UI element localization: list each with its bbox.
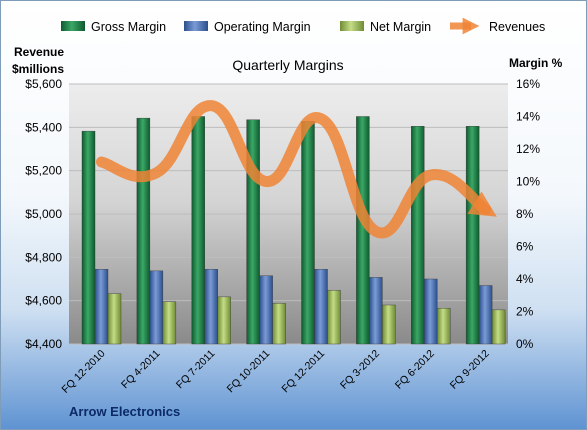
category-label-3: FQ 10-2011 <box>225 348 273 396</box>
left-axis-label-line-1: Revenue <box>14 45 64 59</box>
bar-net-margin-3[interactable] <box>272 303 286 345</box>
legend: Gross Margin Operating Margin Net Margin… <box>61 17 545 35</box>
revenues-line <box>96 100 497 239</box>
right-tick-label: 12% <box>516 142 540 156</box>
category-label-4: FQ 12-2011 <box>280 348 328 396</box>
legend-label-gross-margin: Gross Margin <box>91 20 166 34</box>
right-tick-label: 8% <box>516 207 534 221</box>
legend-label-operating-margin: Operating Margin <box>214 20 311 34</box>
category-label-0: FQ 12-2010 <box>60 348 108 396</box>
category-label-7: FQ 9-2012 <box>448 348 492 392</box>
bar-operating-margin-4[interactable] <box>314 269 328 345</box>
right-tick-label: 2% <box>516 305 534 319</box>
right-tick-label: 16% <box>516 77 540 91</box>
legend-label-net-margin: Net Margin <box>370 20 431 34</box>
category-labels: FQ 12-2010 FQ 4-2011 FQ 7-2011 FQ 10-2011 FQ… <box>60 348 492 396</box>
bar-operating-margin-0[interactable] <box>94 269 109 345</box>
legend-item-operating-margin[interactable]: Operating Margin <box>184 20 311 34</box>
bar-operating-margin-3[interactable] <box>259 275 273 345</box>
category-label-1: FQ 4-2011 <box>119 348 163 392</box>
left-tick-label: $5,000 <box>25 207 62 221</box>
left-axis-label-line-2: $millions <box>12 62 64 76</box>
left-tick-label: $4,600 <box>25 294 62 308</box>
category-label-2: FQ 7-2011 <box>174 348 218 392</box>
bar-operating-margin-7[interactable] <box>478 285 493 345</box>
right-axis-label: Margin % <box>509 56 563 70</box>
bar-net-margin-5[interactable] <box>382 304 396 345</box>
bar-gross-margin-2[interactable] <box>191 116 205 345</box>
left-axis-ticks: $4,400 $4,600 $4,800 $5,000 $5,200 $5,400 $5,6… <box>25 77 62 351</box>
bar-net-margin-6[interactable] <box>437 308 451 345</box>
bar-gross-margin-4[interactable] <box>301 121 315 345</box>
legend-swatch-net-margin <box>340 21 364 31</box>
bar-gross-margin-1[interactable] <box>136 117 151 345</box>
legend-item-revenues[interactable]: Revenues <box>450 17 545 35</box>
footer-company: Arrow Electronics <box>69 404 180 419</box>
legend-item-gross-margin[interactable]: Gross Margin <box>61 20 166 34</box>
bar-net-margin-7[interactable] <box>491 309 506 345</box>
bar-net-margin-2[interactable] <box>217 296 231 345</box>
bar-gross-margin-7[interactable] <box>465 126 480 345</box>
right-tick-label: 0% <box>516 337 534 351</box>
bar-gross-margin-6[interactable] <box>411 126 425 345</box>
category-label-6: FQ 6-2012 <box>393 348 437 392</box>
bar-operating-margin-2[interactable] <box>204 269 218 345</box>
bar-gross-margin-0[interactable] <box>81 130 96 345</box>
left-tick-label: $5,600 <box>25 77 62 91</box>
bar-net-margin-1[interactable] <box>162 301 177 345</box>
left-tick-label: $5,200 <box>25 164 62 178</box>
bar-net-margin-0[interactable] <box>107 293 122 345</box>
legend-label-revenues: Revenues <box>489 20 545 34</box>
category-label-5: FQ 3-2012 <box>338 348 382 392</box>
bar-operating-margin-5[interactable] <box>369 277 383 345</box>
right-tick-label: 10% <box>516 175 540 189</box>
bar-operating-margin-6[interactable] <box>424 278 438 345</box>
legend-swatch-gross-margin <box>61 21 85 31</box>
left-tick-label: $5,400 <box>25 120 62 134</box>
bar-net-margin-4[interactable] <box>327 290 341 345</box>
right-tick-label: 6% <box>516 240 534 254</box>
right-axis-ticks: 0% 2% 4% 6% 8% 10% 12% 14% 16% <box>516 77 540 351</box>
left-tick-label: $4,400 <box>25 337 62 351</box>
right-tick-label: 4% <box>516 272 534 286</box>
legend-swatch-operating-margin <box>184 21 208 31</box>
revenues-line-path[interactable] <box>96 100 497 239</box>
chart-title: Quarterly Margins <box>232 57 343 73</box>
left-tick-label: $4,800 <box>25 250 62 264</box>
right-tick-label: 14% <box>516 110 540 124</box>
bar-operating-margin-1[interactable] <box>149 270 164 345</box>
legend-item-net-margin[interactable]: Net Margin <box>340 20 431 34</box>
